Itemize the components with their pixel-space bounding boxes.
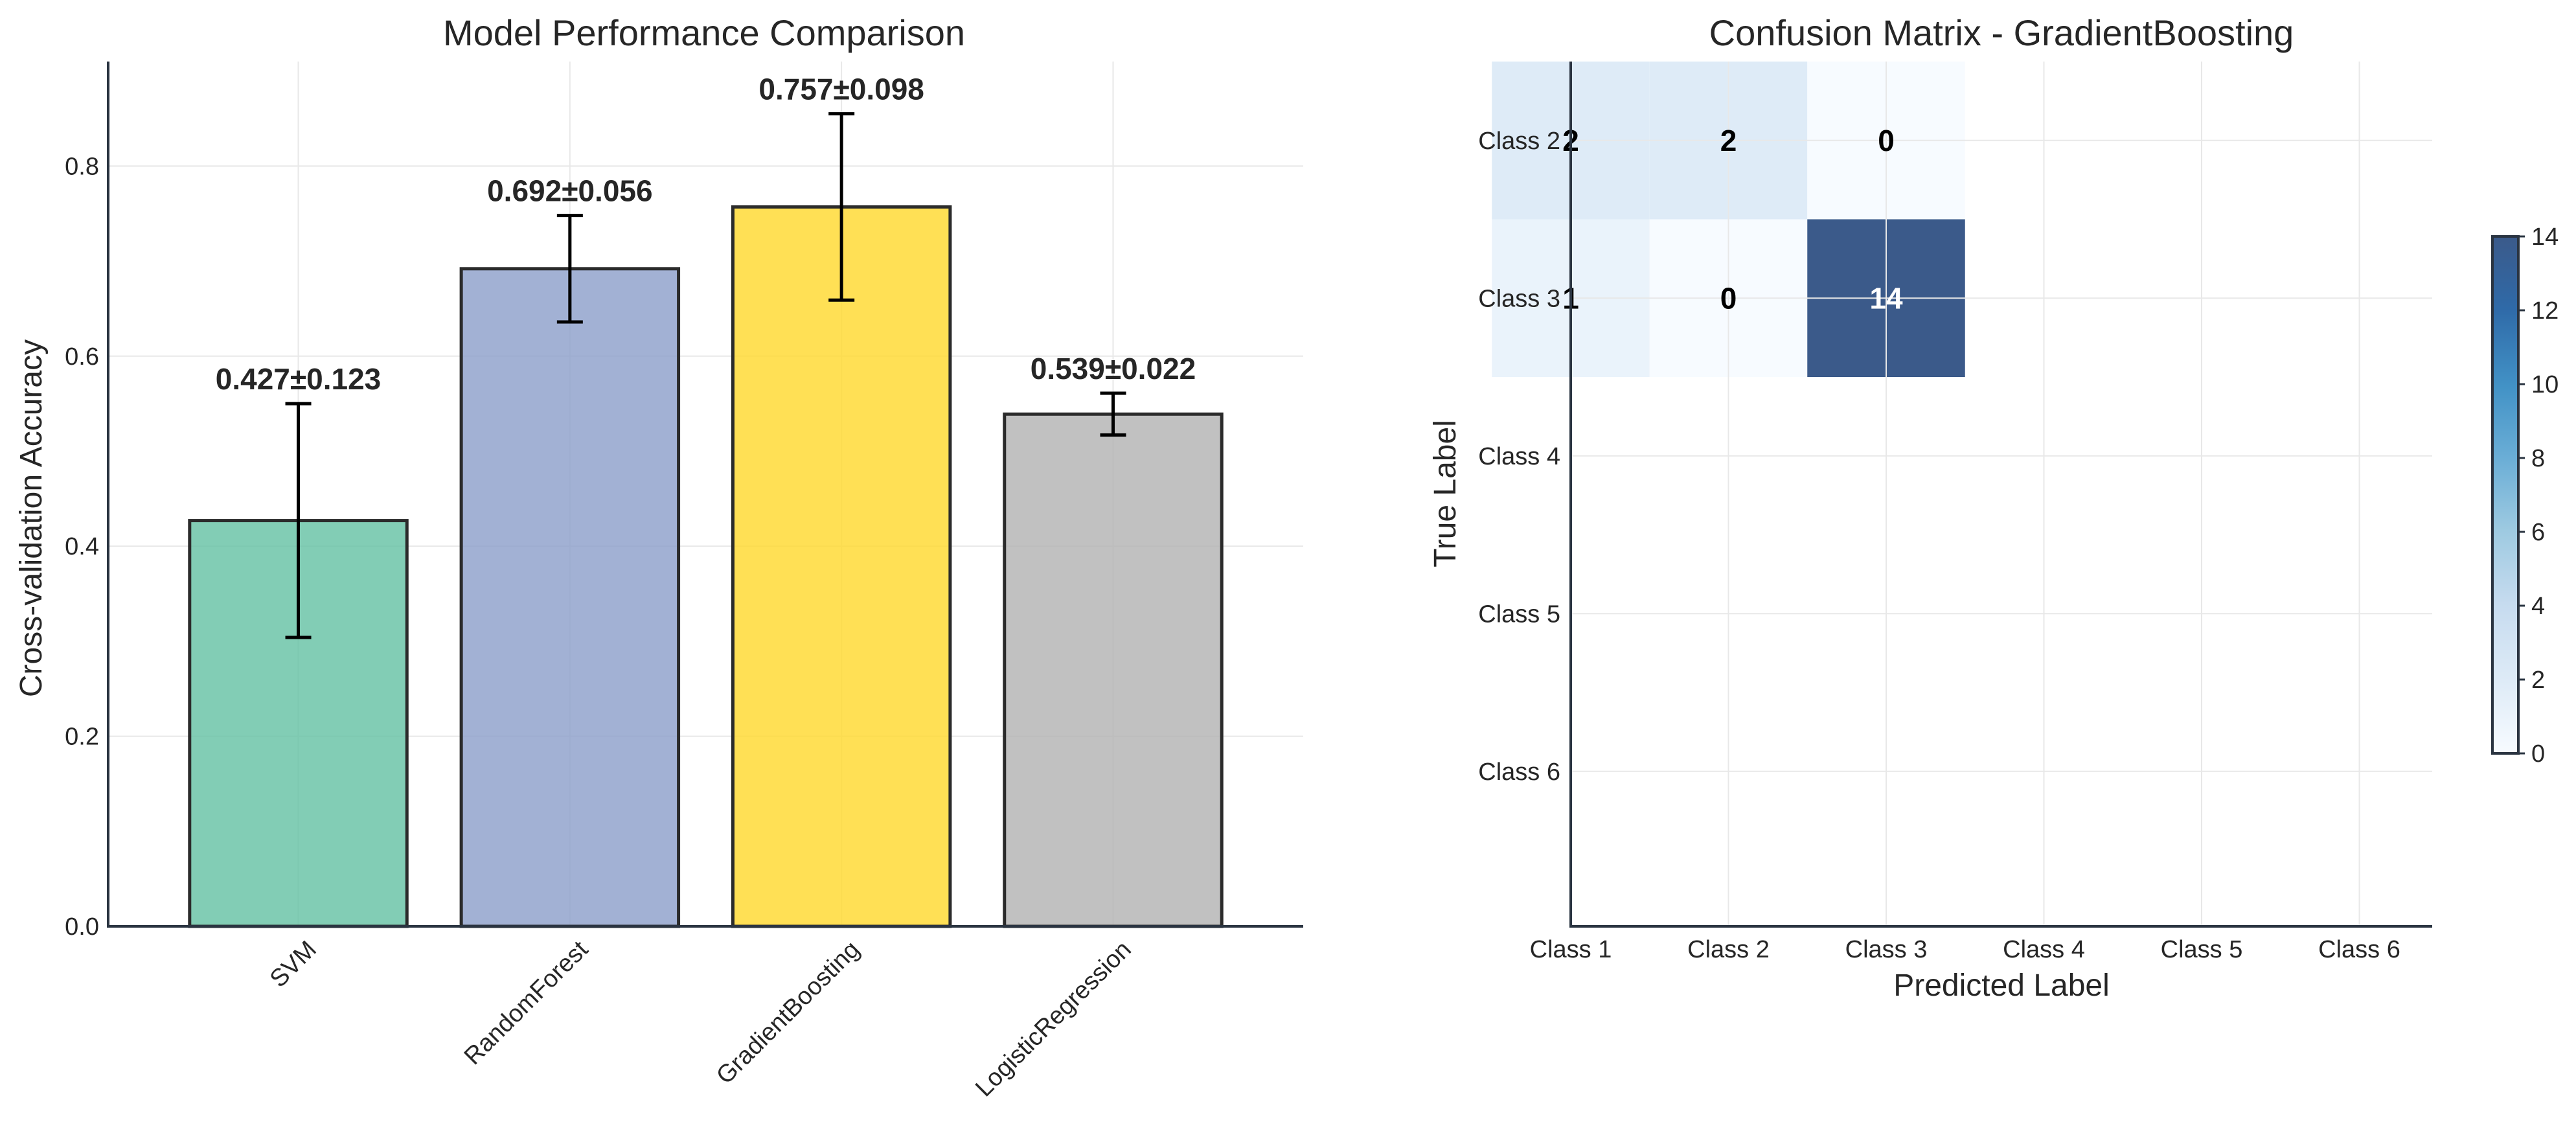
bar-chart-x-ticks: SVM RandomForest GradientBoosting LogisticR… <box>265 935 1137 1102</box>
colorbar-gradient <box>2491 235 2520 755</box>
bar-x-tick-label: RandomForest <box>459 935 594 1070</box>
colorbar-ticks: 0 2 4 6 8 10 12 14 <box>2518 223 2559 768</box>
bar-y-tick-label: 0.0 <box>65 913 99 941</box>
matrix-cell-value: 0 <box>1878 124 1895 157</box>
confusion-matrix: Confusion Matrix - GradientBoosting Pred… <box>1428 12 2432 1003</box>
matrix-cell-value: 0 <box>1720 281 1737 315</box>
matrix-x-tick-label: Class 6 <box>2318 936 2400 963</box>
bar-y-tick-label: 0.6 <box>65 343 99 371</box>
colorbar: 0 2 4 6 8 10 12 14 <box>2491 223 2559 768</box>
bar-chart-title: Model Performance Comparison <box>443 12 965 53</box>
bar-chart-y-ticks: 0.0 0.2 0.4 0.6 0.8 <box>65 153 99 941</box>
bar-x-tick-label: GradientBoosting <box>711 936 865 1090</box>
matrix-x-tick-label: Class 2 <box>1687 936 1770 963</box>
matrix-cell-value: 14 <box>1869 281 1903 315</box>
confusion-matrix-y-axis-label: True Label <box>1428 420 1463 567</box>
bar-x-tick-label: LogisticRegression <box>970 936 1137 1103</box>
colorbar-tick-label: 2 <box>2531 667 2545 694</box>
bar-chart-error-bars <box>285 112 1126 639</box>
confusion-matrix-grid <box>1570 62 2432 926</box>
bar-value-label: 0.692±0.056 <box>487 174 652 208</box>
bar-value-label: 0.539±0.022 <box>1031 352 1196 385</box>
bar-value-label: 0.757±0.098 <box>758 73 924 106</box>
confusion-matrix-x-axis-label: Predicted Label <box>1893 968 2110 1003</box>
confusion-matrix-x-ticks: Class 1 Class 2 Class 3 Class 4 Class 5 Class… <box>1530 936 2400 963</box>
matrix-y-tick-label: Class 3 <box>1478 285 1560 312</box>
matrix-x-tick-label: Class 4 <box>2003 936 2085 963</box>
bar-chart-value-labels: 0.427±0.123 0.692±0.056 0.757±0.098 0.539±0… <box>216 73 1196 396</box>
bar-x-tick-label: SVM <box>265 936 322 993</box>
colorbar-tick-label: 0 <box>2531 740 2545 768</box>
bar-y-tick-label: 0.8 <box>65 153 99 180</box>
matrix-y-tick-label: Class 6 <box>1478 759 1560 786</box>
colorbar-tick-label: 8 <box>2531 445 2545 472</box>
bar-chart-bars <box>188 205 1224 928</box>
matrix-x-tick-label: Class 1 <box>1530 936 1612 963</box>
confusion-matrix-axes <box>1569 62 2432 928</box>
colorbar-tick-label: 6 <box>2531 519 2545 546</box>
matrix-y-tick-label: Class 5 <box>1478 601 1560 628</box>
confusion-matrix-title: Confusion Matrix - GradientBoosting <box>1709 12 2294 53</box>
matrix-y-tick-label: Class 2 <box>1478 128 1560 155</box>
bar-LogisticRegression <box>1003 412 1224 928</box>
bar-chart-y-axis-label: Cross-validation Accuracy <box>14 339 49 697</box>
colorbar-tick-label: 12 <box>2531 297 2559 325</box>
colorbar-tick-label: 4 <box>2531 593 2545 620</box>
bar-value-label: 0.427±0.123 <box>216 362 381 396</box>
bar-y-tick-label: 0.4 <box>65 533 99 560</box>
bar-RandomForest <box>459 267 681 928</box>
matrix-cell-value: 2 <box>1720 124 1737 157</box>
bar-GradientBoosting <box>731 205 952 928</box>
bar-y-tick-label: 0.2 <box>65 724 99 751</box>
colorbar-tick-label: 14 <box>2531 223 2559 251</box>
bar-chart-axes <box>107 62 1303 928</box>
matrix-x-tick-label: Class 3 <box>1845 936 1928 963</box>
matrix-y-tick-label: Class 4 <box>1478 443 1560 470</box>
matrix-x-tick-label: Class 5 <box>2161 936 2243 963</box>
colorbar-tick-label: 10 <box>2531 371 2559 398</box>
bar-chart: Model Performance Comparison Cross-valid… <box>14 12 1303 1102</box>
